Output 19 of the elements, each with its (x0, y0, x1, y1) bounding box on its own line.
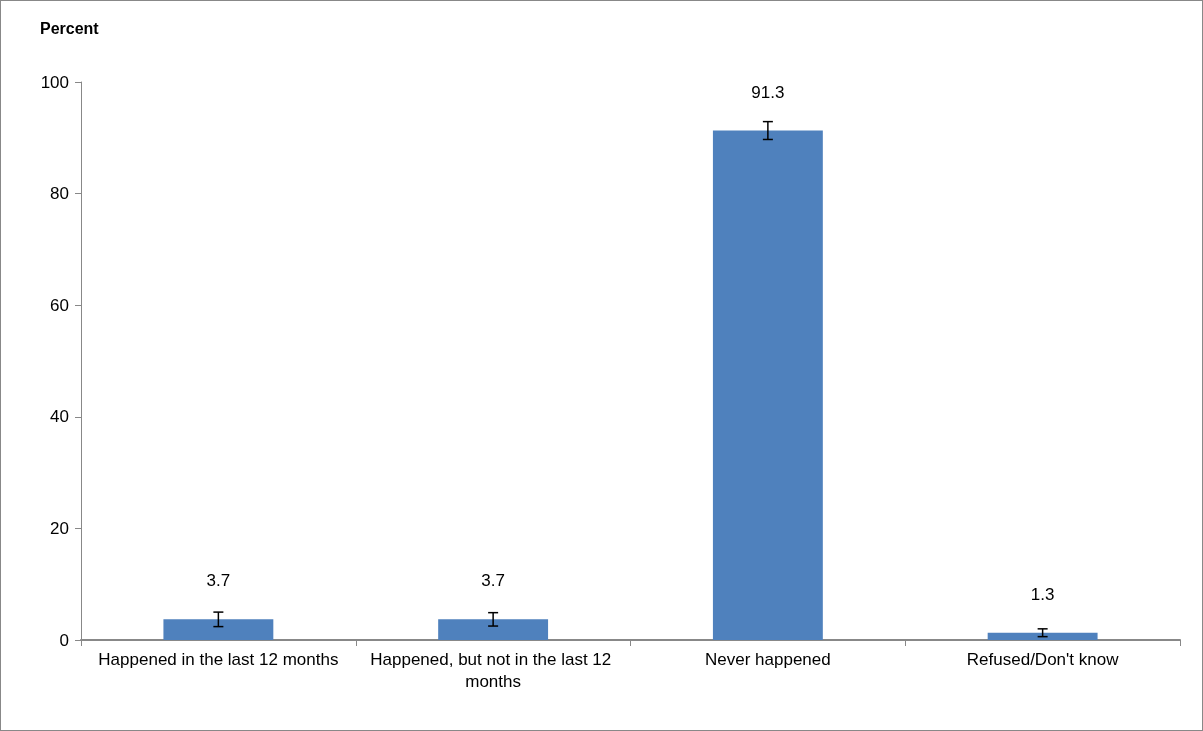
y-tick-label: 20 (50, 518, 69, 538)
x-tick-label: Happened, but not in the last 12 months (370, 649, 616, 691)
x-tick-label: Never happened (705, 649, 831, 669)
data-label: 91.3 (751, 82, 785, 102)
data-label: 3.7 (206, 571, 231, 591)
bar (163, 619, 274, 640)
x-tick-label: Happened in the last 12 months (98, 649, 339, 669)
bar (712, 130, 823, 640)
bar (438, 619, 549, 640)
x-tick-label: Refused/Don't know (966, 649, 1120, 669)
bar (987, 632, 1098, 640)
y-tick-label: 100 (40, 72, 69, 92)
y-tick-label: 60 (50, 295, 69, 315)
data-label: 3.7 (481, 571, 505, 591)
y-tick-label: 0 (59, 630, 69, 650)
y-tick-label: 80 (50, 184, 69, 204)
y-axis-title: Percent (40, 19, 100, 37)
data-label: 1.3 (1030, 584, 1055, 604)
y-tick-label: 40 (50, 407, 69, 427)
